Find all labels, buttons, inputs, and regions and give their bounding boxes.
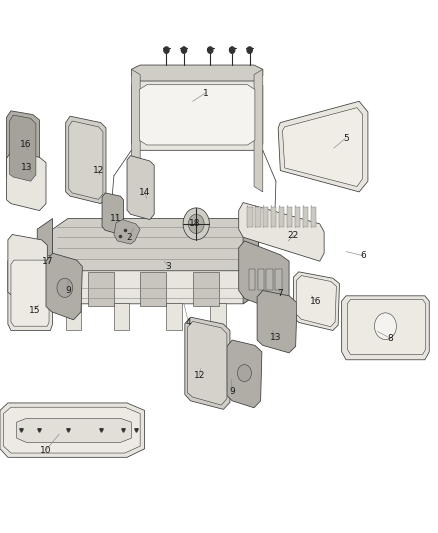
Text: 16: 16 xyxy=(310,297,321,305)
Polygon shape xyxy=(311,207,316,227)
Polygon shape xyxy=(37,219,53,304)
Polygon shape xyxy=(295,207,300,227)
Text: 4: 4 xyxy=(186,318,191,327)
Polygon shape xyxy=(0,403,145,457)
Text: 12: 12 xyxy=(93,166,104,175)
Circle shape xyxy=(188,214,204,233)
Polygon shape xyxy=(278,101,368,192)
Polygon shape xyxy=(69,121,103,199)
Polygon shape xyxy=(66,303,81,330)
Polygon shape xyxy=(297,276,336,327)
Polygon shape xyxy=(139,85,255,145)
Polygon shape xyxy=(287,207,292,227)
Polygon shape xyxy=(263,207,268,227)
Polygon shape xyxy=(114,220,140,244)
Polygon shape xyxy=(127,156,154,220)
Polygon shape xyxy=(258,269,264,290)
Polygon shape xyxy=(10,115,36,181)
Polygon shape xyxy=(46,253,82,320)
Polygon shape xyxy=(293,272,339,330)
Polygon shape xyxy=(243,219,258,304)
Polygon shape xyxy=(227,340,262,408)
Polygon shape xyxy=(271,207,276,227)
Polygon shape xyxy=(66,116,106,204)
Text: 13: 13 xyxy=(270,333,282,342)
Text: 7: 7 xyxy=(277,289,283,297)
Text: 5: 5 xyxy=(343,134,349,143)
Circle shape xyxy=(181,47,187,53)
Polygon shape xyxy=(239,203,324,261)
Polygon shape xyxy=(187,321,227,405)
Polygon shape xyxy=(88,272,114,306)
Circle shape xyxy=(57,278,73,297)
Text: 10: 10 xyxy=(40,446,52,455)
Polygon shape xyxy=(254,69,263,192)
Polygon shape xyxy=(131,65,263,81)
Polygon shape xyxy=(247,207,253,227)
Text: 3: 3 xyxy=(166,262,172,271)
Text: 9: 9 xyxy=(229,387,235,396)
Circle shape xyxy=(374,313,396,340)
Polygon shape xyxy=(7,111,39,187)
Polygon shape xyxy=(8,256,53,330)
Text: 6: 6 xyxy=(360,252,367,260)
Circle shape xyxy=(208,47,213,53)
Polygon shape xyxy=(8,235,47,303)
Circle shape xyxy=(230,47,235,53)
Polygon shape xyxy=(185,317,230,409)
Polygon shape xyxy=(166,303,182,330)
Polygon shape xyxy=(347,300,426,354)
Text: 17: 17 xyxy=(42,257,54,265)
Polygon shape xyxy=(255,207,261,227)
Text: 1: 1 xyxy=(203,89,209,98)
Polygon shape xyxy=(279,207,284,227)
Circle shape xyxy=(164,47,169,53)
Text: 18: 18 xyxy=(189,220,201,228)
Polygon shape xyxy=(275,269,282,290)
Polygon shape xyxy=(131,69,140,187)
Polygon shape xyxy=(11,260,49,326)
Text: 22: 22 xyxy=(288,231,299,240)
Text: 8: 8 xyxy=(387,334,393,343)
Polygon shape xyxy=(193,272,219,306)
Polygon shape xyxy=(303,207,308,227)
Polygon shape xyxy=(37,260,258,304)
Text: 12: 12 xyxy=(194,372,205,380)
Text: 14: 14 xyxy=(139,189,150,197)
Text: 13: 13 xyxy=(21,164,33,172)
Polygon shape xyxy=(283,108,363,187)
Polygon shape xyxy=(257,290,297,353)
Text: 16: 16 xyxy=(20,141,31,149)
Polygon shape xyxy=(239,241,289,312)
Text: 11: 11 xyxy=(110,214,122,223)
Polygon shape xyxy=(140,272,166,306)
Text: 2: 2 xyxy=(127,233,132,241)
Polygon shape xyxy=(249,269,255,290)
Polygon shape xyxy=(342,296,429,360)
Text: 15: 15 xyxy=(29,306,41,314)
Circle shape xyxy=(183,208,209,240)
Polygon shape xyxy=(4,407,140,453)
Polygon shape xyxy=(102,193,124,235)
Polygon shape xyxy=(210,303,226,330)
Polygon shape xyxy=(114,303,129,330)
Polygon shape xyxy=(17,418,131,442)
Polygon shape xyxy=(266,269,273,290)
Circle shape xyxy=(237,365,251,382)
Polygon shape xyxy=(131,79,263,150)
Text: 9: 9 xyxy=(65,286,71,295)
Polygon shape xyxy=(53,219,258,272)
Circle shape xyxy=(247,47,252,53)
Polygon shape xyxy=(7,152,46,211)
